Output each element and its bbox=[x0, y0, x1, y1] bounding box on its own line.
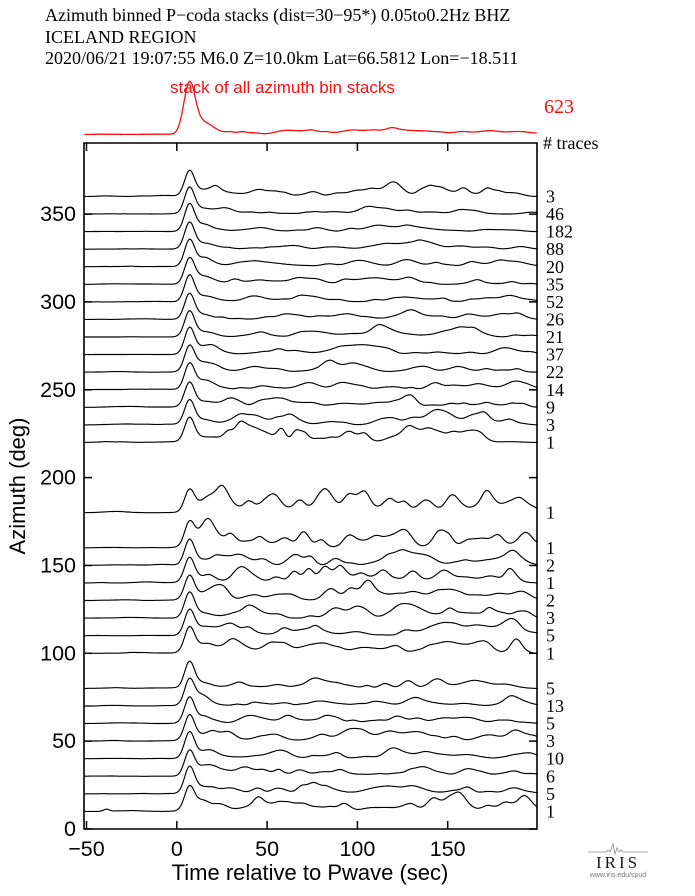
waveform-trace-az10 bbox=[84, 784, 538, 812]
trace-count-az220: 1 bbox=[546, 433, 555, 453]
waveform-trace-az240 bbox=[84, 381, 537, 408]
plot-frame bbox=[83, 142, 538, 830]
waveform-trace-az30 bbox=[84, 749, 537, 777]
trace-count-az160: 1 bbox=[546, 538, 555, 558]
trace-count-az60: 5 bbox=[546, 714, 555, 734]
waveform-trace-az360 bbox=[84, 169, 537, 198]
x-axis-title: Time relative to Pwave (sec) bbox=[172, 860, 449, 885]
iris-logo-seismogram-icon bbox=[588, 842, 648, 855]
waveform-trace-az50 bbox=[84, 714, 538, 742]
waveform-trace-az330 bbox=[84, 221, 537, 250]
trace-count-az290: 26 bbox=[546, 310, 564, 330]
title-line-3: 2020/06/21 19:07:55 M6.0 Z=10.0km Lat=66… bbox=[45, 48, 519, 68]
waveform-trace-az120 bbox=[84, 591, 538, 619]
waveform-trace-az270 bbox=[84, 326, 538, 356]
title-block: Azimuth binned P−coda stacks (dist=30−95… bbox=[45, 5, 518, 70]
waveform-trace-az40 bbox=[84, 731, 538, 760]
trace-count-az230: 3 bbox=[546, 415, 555, 435]
stack-total-count: 623 bbox=[544, 96, 574, 118]
waveform-trace-az290 bbox=[84, 292, 537, 320]
waveform-trace-az160 bbox=[84, 517, 538, 549]
trace-count-az340: 182 bbox=[546, 222, 573, 242]
stack-of-all-bins-label: stack of all azimuth bin stacks bbox=[170, 78, 395, 97]
trace-count-az140: 1 bbox=[546, 573, 555, 593]
waveform-trace-az230 bbox=[84, 398, 537, 426]
trace-count-az30: 6 bbox=[546, 766, 555, 786]
trace-count-az70: 13 bbox=[546, 696, 564, 716]
waveform-trace-az100 bbox=[84, 625, 537, 654]
x-tick-label: 150 bbox=[430, 837, 466, 861]
waveform-trace-az110 bbox=[84, 608, 537, 637]
iris-logo-url: www.iris.edu/spud bbox=[589, 872, 647, 879]
trace-count-az130: 2 bbox=[546, 591, 555, 611]
y-tick-label: 150 bbox=[40, 554, 76, 578]
waveform-trace-az130 bbox=[84, 574, 538, 602]
waveform-trace-az350 bbox=[84, 186, 537, 215]
y-tick-label: 200 bbox=[40, 466, 76, 490]
waveform-trace-az280 bbox=[84, 310, 537, 338]
trace-count-column-heading: # traces bbox=[543, 133, 599, 153]
trace-count-az320: 20 bbox=[546, 257, 564, 277]
x-tick-label: 0 bbox=[171, 837, 183, 861]
x-tick-label: 100 bbox=[339, 837, 375, 861]
waveform-trace-az20 bbox=[84, 765, 537, 795]
waveform-trace-az310 bbox=[84, 256, 537, 285]
waveform-trace-az70 bbox=[84, 677, 538, 707]
trace-count-az330: 88 bbox=[546, 239, 564, 259]
y-tick-label: 250 bbox=[40, 378, 76, 402]
trace-count-az180: 1 bbox=[546, 503, 555, 523]
waveform-trace-az180 bbox=[84, 484, 538, 514]
trace-count-az110: 5 bbox=[546, 626, 555, 646]
y-tick-label: 0 bbox=[64, 817, 76, 841]
x-tick-label: 50 bbox=[255, 837, 279, 861]
title-line-1: Azimuth binned P−coda stacks (dist=30−95… bbox=[45, 5, 511, 25]
trace-count-az360: 3 bbox=[546, 187, 555, 207]
waveform-trace-az260 bbox=[84, 344, 537, 373]
x-tick-label: −50 bbox=[68, 837, 105, 861]
stack-trace-red bbox=[84, 80, 537, 136]
trace-count-az80: 5 bbox=[546, 678, 555, 698]
title-line-2: ICELAND REGION bbox=[45, 26, 197, 47]
waveform-trace-az150 bbox=[84, 538, 538, 566]
trace-count-az40: 10 bbox=[546, 749, 564, 769]
y-axis-title: Azimuth (deg) bbox=[5, 418, 30, 555]
waveform-trace-az340 bbox=[84, 202, 537, 233]
waveform-trace-az140 bbox=[84, 556, 537, 584]
y-tick-label: 100 bbox=[40, 641, 76, 665]
trace-count-az240: 9 bbox=[546, 397, 555, 417]
waveform-trace-az220 bbox=[84, 416, 537, 443]
trace-count-az260: 22 bbox=[546, 362, 564, 382]
trace-count-az300: 52 bbox=[546, 292, 564, 312]
trace-count-az50: 3 bbox=[546, 731, 555, 751]
waveform-trace-az60 bbox=[84, 696, 537, 725]
trace-count-az150: 2 bbox=[546, 556, 555, 576]
trace-count-az250: 14 bbox=[546, 380, 564, 400]
trace-count-az310: 35 bbox=[546, 274, 564, 294]
y-tick-label: 50 bbox=[52, 729, 76, 753]
waveform-trace-az80 bbox=[84, 660, 537, 689]
y-tick-label: 350 bbox=[40, 202, 76, 226]
iris-logo: IRIS www.iris.edu/spud bbox=[580, 842, 656, 879]
trace-count-az350: 46 bbox=[546, 204, 564, 224]
y-tick-label: 300 bbox=[40, 290, 76, 314]
trace-count-az280: 21 bbox=[546, 327, 564, 347]
trace-count-az120: 3 bbox=[546, 608, 555, 628]
trace-count-az20: 5 bbox=[546, 784, 555, 804]
iris-logo-text: IRIS bbox=[595, 853, 641, 872]
waveform-trace-az320 bbox=[84, 238, 537, 268]
trace-count-az10: 1 bbox=[546, 801, 555, 821]
trace-count-az100: 1 bbox=[546, 643, 555, 663]
waveform-trace-az250 bbox=[84, 362, 538, 391]
waveform-trace-az300 bbox=[84, 274, 537, 303]
trace-count-az270: 37 bbox=[546, 345, 564, 365]
